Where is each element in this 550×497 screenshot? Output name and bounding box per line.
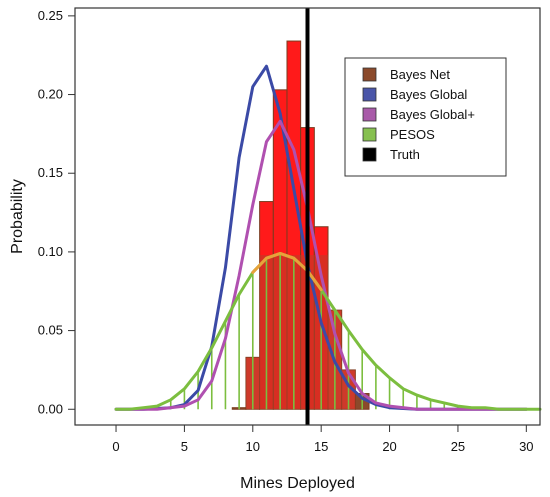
y-axis-label: Probability — [9, 179, 26, 254]
legend: Bayes Net Bayes Global Bayes Global+ PESOS T… — [344, 57, 507, 177]
y-tick-label-5: 0.25 — [38, 8, 63, 23]
series-line-bayes-global- — [114, 119, 528, 411]
x-tick-label-15: 15 — [314, 439, 328, 454]
series-line-bayes-global — [114, 64, 528, 411]
y-tick-label-2: 0.10 — [38, 244, 63, 259]
x-tick-label-30: 30 — [519, 439, 533, 454]
y-tick-label-4: 0.20 — [38, 87, 63, 102]
series-line-pesos-peak — [251, 251, 323, 292]
legend-label-truth: Truth — [390, 147, 420, 162]
legend-swatch-bayes-global- — [362, 107, 377, 122]
x-tick-label-25: 25 — [451, 439, 465, 454]
x-tick-label-0: 0 — [112, 439, 119, 454]
x-axis-label: Mines Deployed — [240, 475, 355, 492]
y-tick-label-3: 0.15 — [38, 165, 63, 180]
y-tick-label-0: 0.00 — [38, 401, 63, 416]
legend-label-bayes-global: Bayes Global — [390, 87, 467, 102]
x-tick-label-20: 20 — [382, 439, 396, 454]
x-tick-label-10: 10 — [246, 439, 260, 454]
pesos-stems-group — [142, 253, 487, 410]
plot-frame — [74, 7, 541, 426]
legend-swatch-bayes-global — [362, 87, 377, 102]
y-tick-label-1: 0.05 — [38, 323, 63, 338]
legend-swatch-pesos — [362, 127, 377, 142]
legend-swatch-truth — [362, 147, 377, 162]
x-tick-label-5: 5 — [181, 439, 188, 454]
lines-group — [114, 64, 542, 411]
legend-label-bayes-global-: Bayes Global+ — [390, 107, 475, 122]
series-line-pesos — [114, 251, 542, 411]
legend-label-bayes-net: Bayes Net — [390, 67, 450, 82]
legend-label-pesos: PESOS — [390, 127, 435, 142]
axes-group: 0 5 10 15 20 25 30 0.00 0.05 0.10 0.15 0.20 0.25 Mine… — [9, 7, 541, 492]
legend-swatch-bayes-net — [362, 67, 377, 82]
